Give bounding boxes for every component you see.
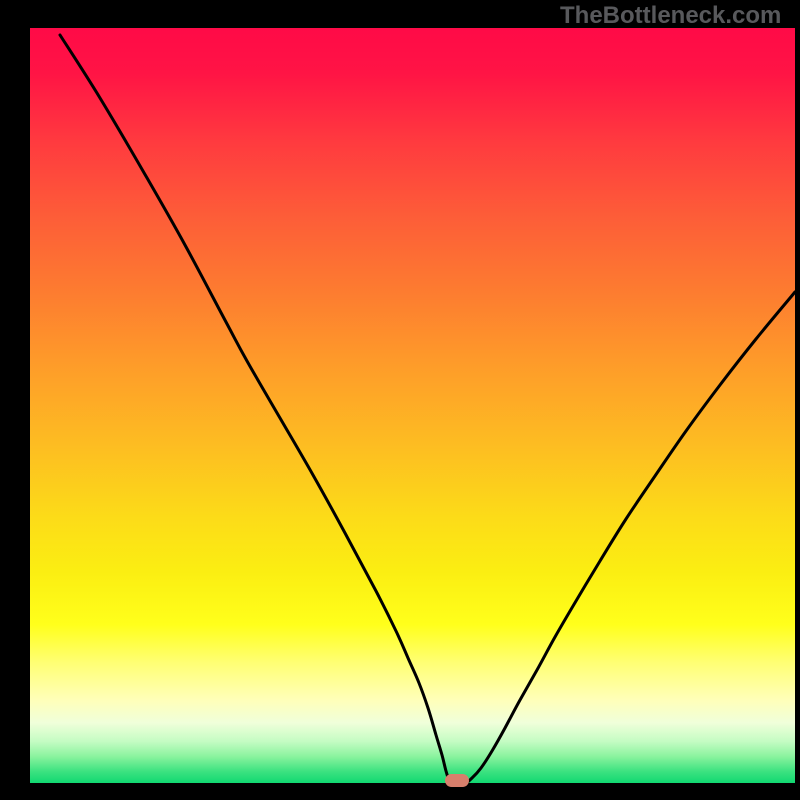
watermark-text: TheBottleneck.com bbox=[560, 2, 781, 30]
bottleneck-curve bbox=[60, 35, 795, 784]
chart-svg bbox=[0, 0, 800, 800]
optimal-point-marker bbox=[445, 774, 469, 787]
